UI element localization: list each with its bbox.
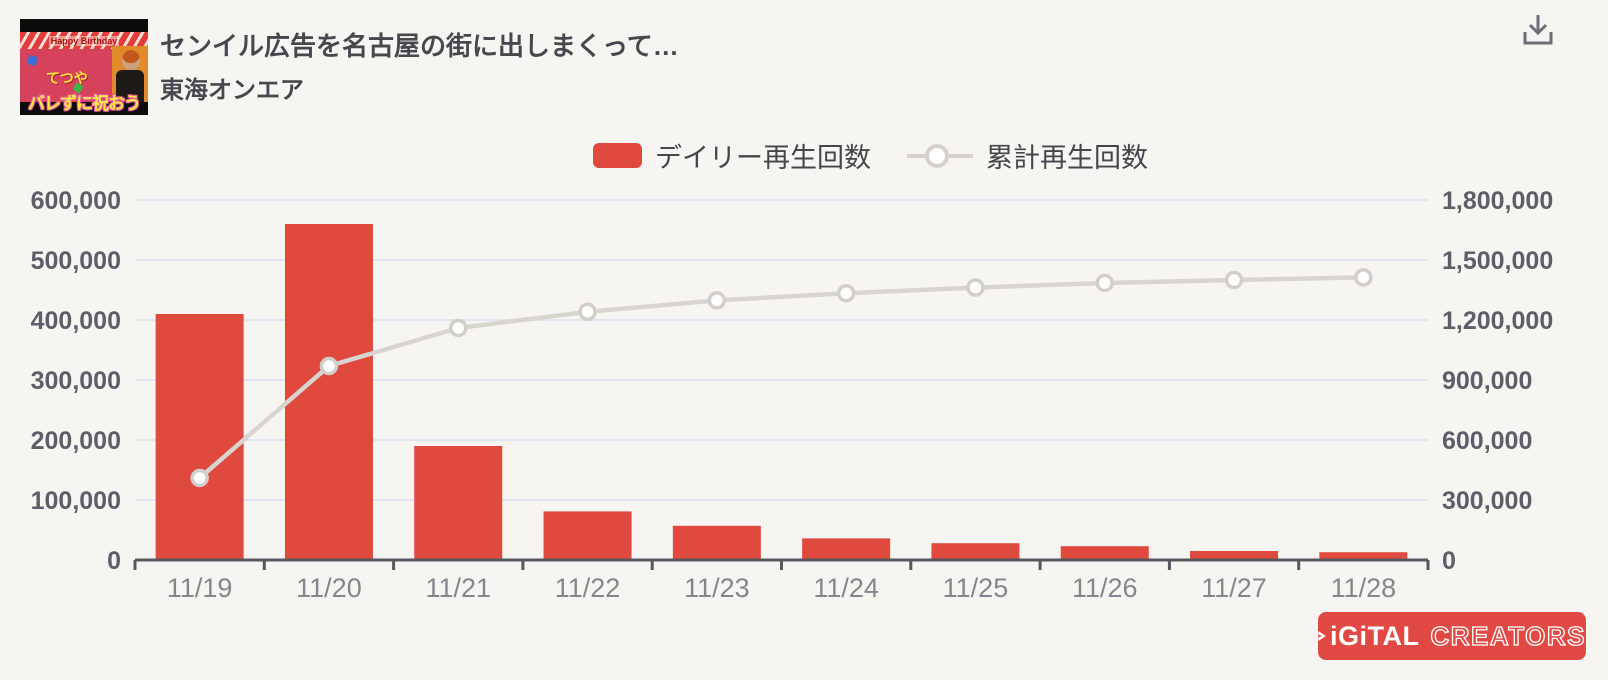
x-axis-label: 11/20 xyxy=(296,573,362,603)
views-chart: 0 100,000 200,000 300,000 400,000 500,000 600,… xyxy=(31,187,1554,603)
line-marker-11/28[interactable] xyxy=(1354,268,1373,287)
x-axis-label: 11/22 xyxy=(555,573,621,603)
legend-label-daily: デイリー再生回数 xyxy=(655,143,871,173)
thumbnail-overlay-text: バレずに祝おう xyxy=(28,94,141,113)
right-axis-label: 1,200,000 xyxy=(1442,307,1553,335)
x-axis-label: 11/24 xyxy=(813,573,879,603)
bar-11/26[interactable] xyxy=(1060,546,1149,560)
right-axis-label: 900,000 xyxy=(1442,367,1532,395)
chart-legend: デイリー再生回数 累計再生回数 xyxy=(593,136,1148,175)
thumbnail-person-body xyxy=(116,70,144,102)
line-marker-11/25[interactable] xyxy=(966,278,985,297)
video-title: センイル広告を名古屋の街に出しまくって… xyxy=(160,31,679,61)
video-thumbnail[interactable]: Happy Birthday てつや バレずに祝おう xyxy=(20,19,148,115)
right-axis-label: 300,000 xyxy=(1442,487,1532,515)
thumbnail-person xyxy=(112,46,148,102)
legend-item-cumulative[interactable]: 累計再生回数 xyxy=(907,136,1148,175)
x-axis-label: 11/25 xyxy=(943,573,1009,603)
download-icon xyxy=(1523,14,1553,44)
bar-11/23[interactable] xyxy=(672,525,761,560)
line-marker-11/24[interactable] xyxy=(836,283,856,303)
left-axis-label: 500,000 xyxy=(31,247,121,275)
line-marker-11/22[interactable] xyxy=(578,302,597,322)
thumbnail-person-head xyxy=(122,50,140,70)
legend-item-daily[interactable]: デイリー再生回数 xyxy=(593,136,871,175)
digital-creators-logo[interactable]: iGiTAL CREATORS xyxy=(1318,612,1586,660)
thumbnail-name-text: てつや xyxy=(46,70,88,86)
thumbnail-star-decoration xyxy=(26,54,39,67)
bar-11/25[interactable] xyxy=(931,543,1020,560)
line-marker-11/21[interactable] xyxy=(449,318,468,338)
right-axis-label: 0 xyxy=(1442,547,1456,575)
logo-text-digital: iGiTAL xyxy=(1330,620,1420,651)
x-axis-label: 11/28 xyxy=(1331,573,1397,603)
left-axis-label: 0 xyxy=(107,547,121,575)
x-axis-label: 11/23 xyxy=(684,573,750,603)
line-series-symbol xyxy=(907,143,973,168)
thumbnail-billboard: Happy Birthday てつや xyxy=(20,32,148,102)
download-button[interactable] xyxy=(1518,12,1558,54)
daily-series-swatch xyxy=(593,143,642,168)
thumbnail-banner: Happy Birthday xyxy=(20,32,148,49)
x-axis-label: 11/26 xyxy=(1072,573,1138,603)
legend-label-cumulative: 累計再生回数 xyxy=(986,143,1148,173)
bar-11/24[interactable] xyxy=(802,538,891,560)
right-axis-label: 1,500,000 xyxy=(1442,247,1553,275)
x-axis-label: 11/19 xyxy=(167,573,233,603)
line-marker-11/23[interactable] xyxy=(707,291,727,310)
bar-11/19[interactable] xyxy=(155,314,244,560)
left-axis-label: 400,000 xyxy=(31,307,121,335)
thumbnail-banner-text: Happy Birthday xyxy=(48,35,120,46)
line-marker-11/27[interactable] xyxy=(1224,270,1244,290)
line-marker-11/20[interactable] xyxy=(319,356,339,376)
cumulative-line xyxy=(197,275,1366,481)
logo-text-creators: CREATORS xyxy=(1430,620,1586,651)
bar-11/28[interactable] xyxy=(1319,552,1408,560)
bar-11/22[interactable] xyxy=(543,511,632,560)
right-axis-label: 600,000 xyxy=(1442,427,1532,455)
x-axis-label: 11/21 xyxy=(425,573,491,603)
bar-11/21[interactable] xyxy=(414,446,503,560)
play-triangle-logo-icon xyxy=(1318,631,1326,641)
x-axis-label: 11/27 xyxy=(1201,573,1267,603)
line-marker-11/19[interactable] xyxy=(190,468,209,488)
bar-11/27[interactable] xyxy=(1190,551,1279,560)
left-axis-label: 100,000 xyxy=(31,487,121,515)
left-axis-label: 600,000 xyxy=(31,187,121,215)
left-axis-label: 200,000 xyxy=(31,427,121,455)
channel-name: 東海オンエア xyxy=(160,77,304,104)
line-marker-11/26[interactable] xyxy=(1095,273,1114,293)
left-axis-label: 300,000 xyxy=(31,367,121,395)
right-axis-label: 1,800,000 xyxy=(1442,187,1553,215)
